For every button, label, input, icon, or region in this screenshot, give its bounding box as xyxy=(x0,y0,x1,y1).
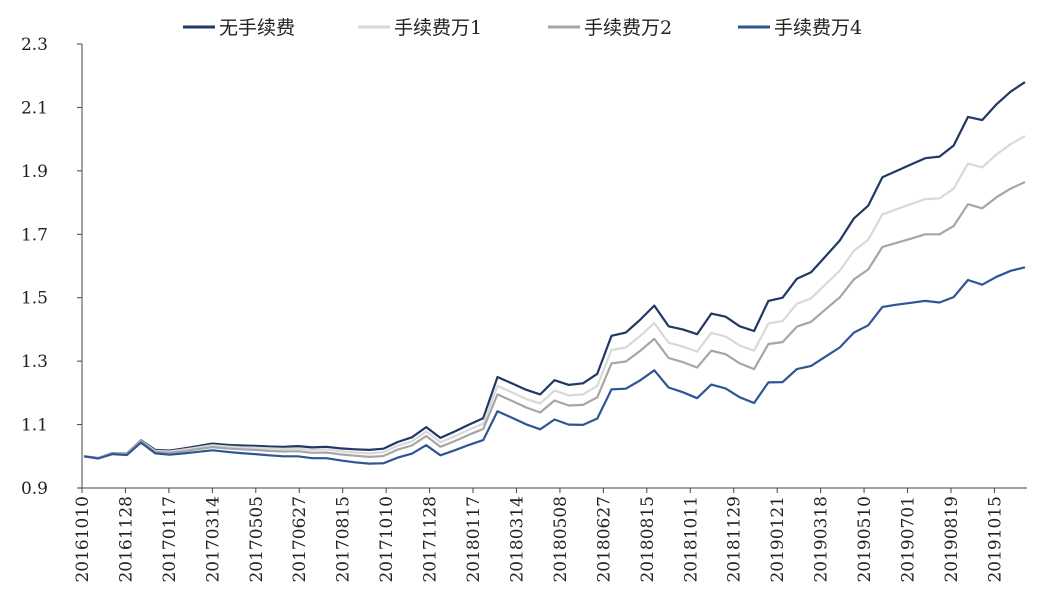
legend-label-2: 手续费万2 xyxy=(584,17,672,39)
x-tick-label: 20180627 xyxy=(594,496,614,583)
x-tick-label: 20190510 xyxy=(855,496,875,583)
x-tick-label: 20161128 xyxy=(116,496,136,583)
series-line-1 xyxy=(83,135,1026,459)
x-tick-label: 20180117 xyxy=(464,496,484,583)
x-tick-label: 20170505 xyxy=(247,496,267,583)
legend-label-3: 手续费万4 xyxy=(774,17,862,39)
legend-label-0: 无手续费 xyxy=(219,17,295,39)
x-tick-label: 20170627 xyxy=(290,496,310,583)
x-tick-label: 20171010 xyxy=(377,496,397,583)
x-tick-label: 20170314 xyxy=(203,496,223,583)
x-tick-label: 20181129 xyxy=(725,496,745,583)
series-line-0 xyxy=(83,81,1026,459)
x-tick-label: 20170117 xyxy=(160,496,180,583)
x-tick-label: 20190121 xyxy=(768,496,788,583)
x-tick-label: 20170815 xyxy=(334,496,354,583)
x-tick-label: 20180815 xyxy=(638,496,658,583)
x-tick-label: 20180314 xyxy=(507,496,527,583)
y-tick-label: 2.3 xyxy=(21,35,48,55)
x-tick-label: 20190819 xyxy=(942,496,962,583)
y-tick-label: 1.1 xyxy=(21,416,48,436)
y-tick-label: 2.1 xyxy=(21,98,48,118)
x-tick-label: 20190701 xyxy=(899,496,919,583)
x-tick-label: 20191015 xyxy=(985,496,1005,583)
series-line-2 xyxy=(83,181,1026,460)
legend: 无手续费 手续费万1 手续费万2 手续费万4 xyxy=(183,17,862,39)
x-tick-label: 20190318 xyxy=(812,496,832,583)
series-line-3 xyxy=(83,266,1026,465)
y-axis: 0.9 1.1 1.3 1.5 1.7 1.9 2.1 2.3 xyxy=(21,35,83,499)
y-tick-label: 1.9 xyxy=(21,162,48,182)
y-tick-label: 1.3 xyxy=(21,352,48,372)
x-axis: 20161010 20161128 20170117 20170314 20170505… xyxy=(73,487,1027,583)
legend-label-1: 手续费万1 xyxy=(394,17,482,39)
x-tick-label: 20181011 xyxy=(681,496,701,583)
x-tick-label: 20161010 xyxy=(73,496,93,583)
x-tick-label: 20180508 xyxy=(551,496,571,583)
y-tick-label: 1.7 xyxy=(21,225,48,245)
y-tick-label: 1.5 xyxy=(21,289,48,309)
x-tick-label: 20171128 xyxy=(421,496,441,583)
y-tick-label: 0.9 xyxy=(21,479,48,499)
series-lines xyxy=(83,81,1026,465)
